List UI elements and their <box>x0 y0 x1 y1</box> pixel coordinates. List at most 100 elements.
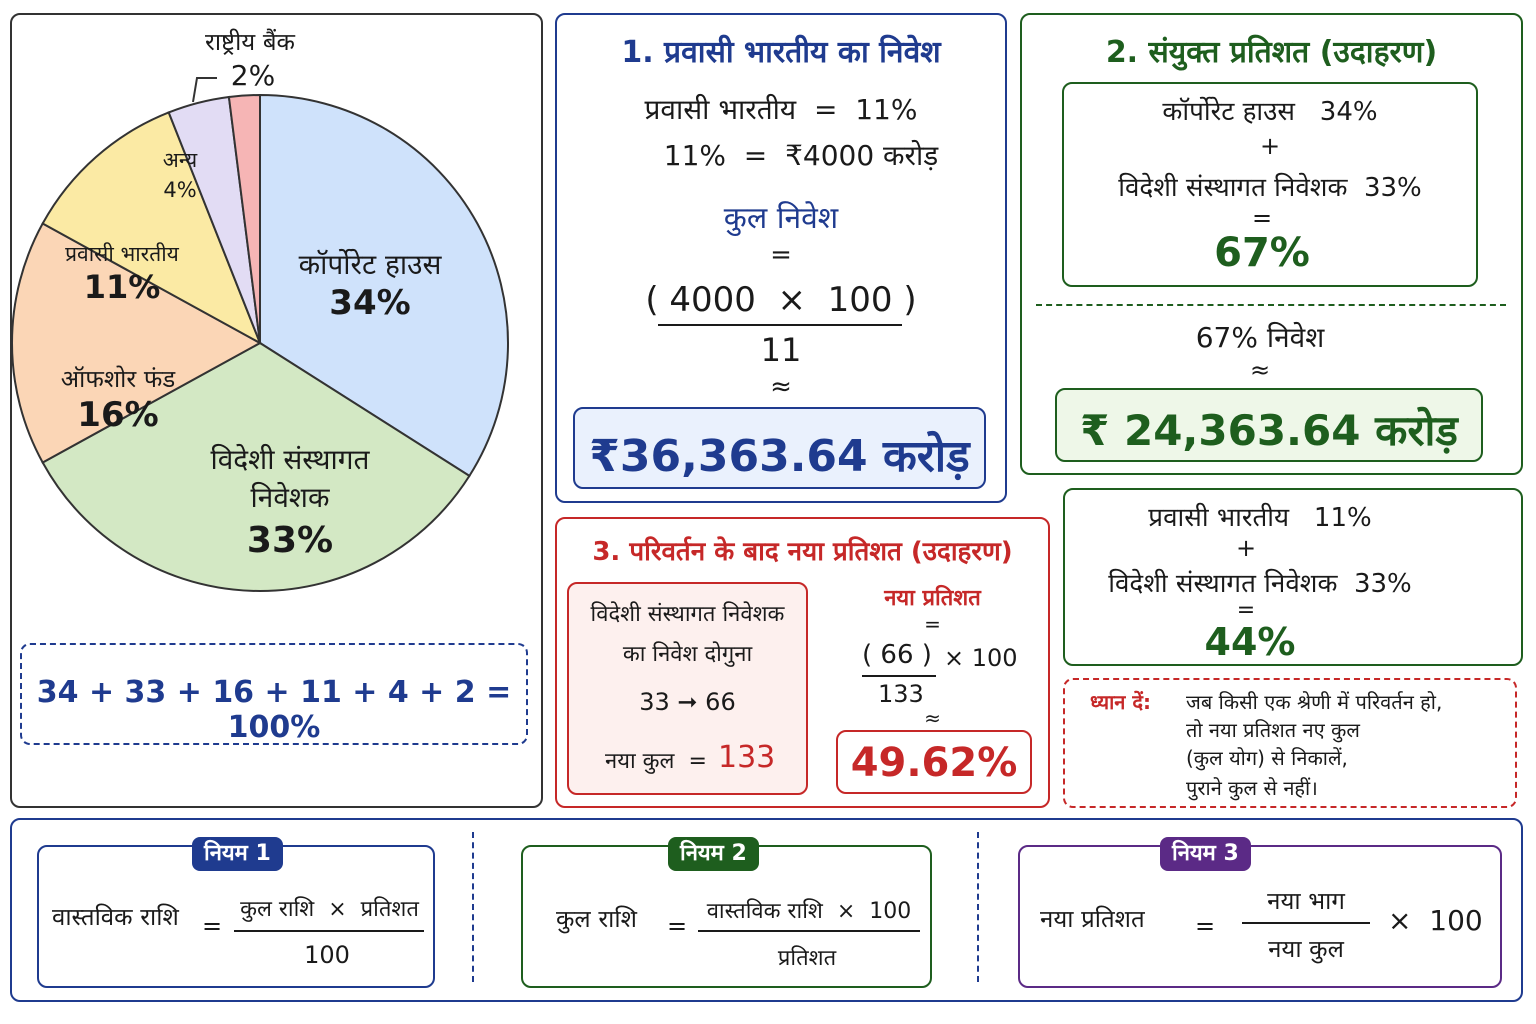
rules-divider-1 <box>472 832 474 982</box>
slice-label-fii: विदेशी संस्थागत निवेशक 33% <box>180 440 400 561</box>
slice-label-others: अन्य 4% <box>148 145 212 205</box>
rules-divider-2 <box>977 832 979 982</box>
box1-total-label: कुल निवेश <box>723 201 839 236</box>
box2-result-box: ₹ 24,363.64 करोड़ <box>1055 388 1483 462</box>
box1-line1: प्रवासी भारतीय = 11% <box>644 93 918 126</box>
box3-fraction-line <box>862 675 936 677</box>
box3-inner-line1: विदेशी संस्थागत निवेशक <box>590 602 785 627</box>
slice-value: 11% <box>83 268 161 306</box>
box2-item1: कॉर्पोरेट हाउस 34% <box>1162 97 1378 127</box>
box3-inner-line2: का निवेश दोगुना <box>622 642 753 667</box>
box2-sum: 67% <box>1214 230 1310 276</box>
slice-name: कॉर्पोरेट हाउस <box>298 248 442 281</box>
box2b-item1: प्रवासी भारतीय 11% <box>1148 503 1372 533</box>
box2-divider <box>1036 304 1506 306</box>
box3-change: 33 ➞ 66 <box>639 688 736 716</box>
pie-slice-2 <box>11 222 263 464</box>
slice-name: प्रवासी भारतीय <box>65 242 179 266</box>
box1-approx: ≈ <box>770 372 792 402</box>
rule3-lhs: नया प्रतिशत <box>1040 905 1145 933</box>
rule3-numerator: नया भाग <box>1267 887 1345 915</box>
slice-label-offshore: ऑफशोर फंड 16% <box>38 362 198 435</box>
slice-label-national-bank: राष्ट्रीय बैंक 2% <box>170 25 330 93</box>
rule2-numerator: वास्तविक राशि × 100 <box>706 899 912 924</box>
box3-new-pct-label: नया प्रतिशत <box>884 586 981 611</box>
box2-title: 2. संयुक्त प्रतिशत (उदाहरण) <box>1105 35 1438 70</box>
rule3-times: × 100 <box>1388 904 1483 937</box>
pie-slice-5 <box>227 93 261 344</box>
slice-name: अन्य <box>162 148 198 172</box>
box2-item2: विदेशी संस्थागत निवेशक 33% <box>1118 173 1422 203</box>
rule2-lhs: कुल राशि <box>556 905 637 933</box>
rule3-eq: = <box>1195 912 1216 940</box>
slice-value: 34% <box>329 283 411 323</box>
box3-title: 3. परिवर्तन के बाद नया प्रतिशत (उदाहरण) <box>592 537 1013 567</box>
slice-value: 2% <box>230 59 276 92</box>
box3-approx: ≈ <box>924 706 941 730</box>
pie-chart <box>11 93 509 592</box>
box3-result-box: 49.62% <box>836 730 1032 794</box>
box2b-plus: + <box>1235 534 1257 562</box>
rule1-numerator: कुल राशि × प्रतिशत <box>240 897 419 922</box>
rule1-fraction-line <box>234 930 424 932</box>
box2b-panel <box>1063 488 1523 666</box>
rule1-eq: = <box>202 912 223 940</box>
pie-slice-1 <box>41 341 471 592</box>
box2-inner-box <box>1062 82 1478 287</box>
rule2-eq: = <box>667 912 688 940</box>
slice-name: राष्ट्रीय बैंक <box>205 28 295 56</box>
slice-name: ऑफशोर फंड <box>60 365 176 393</box>
box3-times: × 100 <box>944 644 1018 672</box>
box2b-sum: 44% <box>1204 620 1296 664</box>
box2-result: ₹ 24,363.64 करोड़ <box>1080 406 1458 455</box>
sum-box: 34 + 33 + 16 + 11 + 4 + 2 = 100% <box>20 643 528 745</box>
box3-new-total-label: नया कुल = <box>605 749 707 774</box>
note-line3: (कुल योग) से निकालें, <box>1186 746 1348 770</box>
rule2-badge: नियम 2 <box>668 837 759 871</box>
note-line4: पुराने कुल से नहीं। <box>1186 776 1318 800</box>
box2-eq: = <box>1251 204 1273 232</box>
note-label: ध्यान दें: <box>1090 690 1151 714</box>
box3-result: 49.62% <box>850 740 1018 786</box>
rule3-denominator: नया कुल <box>1268 935 1344 963</box>
note-line1: जब किसी एक श्रेणी में परिवर्तन हो, <box>1186 690 1443 714</box>
box2-approx: ≈ <box>1249 356 1271 384</box>
box1-title: 1. प्रवासी भारतीय का निवेश <box>621 35 941 70</box>
note-line2: तो नया प्रतिशत नए कुल <box>1186 718 1360 742</box>
rule1-lhs: वास्तविक राशि <box>52 903 179 931</box>
box1-numerator: ( 4000 × 100 ) <box>645 280 917 320</box>
box3-inner-box <box>567 582 808 795</box>
rule3-box <box>1018 845 1502 988</box>
pie-slice-3 <box>41 111 262 346</box>
box1-eq: = <box>770 240 792 270</box>
box3-new-total-value: 133 <box>718 740 776 775</box>
box1-line2: 11% = ₹4000 करोड़ <box>663 139 939 172</box>
box1-result: ₹36,363.64 करोड़ <box>589 431 970 482</box>
rule1-denominator: 100 <box>304 941 350 969</box>
box2b-eq: = <box>1236 598 1256 623</box>
sum-text: 34 + 33 + 16 + 11 + 4 + 2 = 100% <box>36 675 512 745</box>
rule2-fraction-line <box>698 930 920 932</box>
box2-invest-label: 67% निवेश <box>1195 321 1325 354</box>
slice-name-line1: विदेशी संस्थागत <box>210 443 370 476</box>
box3-eq: = <box>924 612 941 636</box>
slice-value: 16% <box>77 395 159 435</box>
box2b-item2: विदेशी संस्थागत निवेशक 33% <box>1108 569 1412 599</box>
box1-denominator: 11 <box>760 331 802 369</box>
box2-plus: + <box>1259 132 1281 160</box>
rule3-badge: नियम 3 <box>1160 837 1251 871</box>
box3-numerator: ( 66 ) <box>862 640 932 670</box>
rule3-fraction-line <box>1242 922 1370 924</box>
box3-denominator: 133 <box>878 680 924 708</box>
box1-result-box: ₹36,363.64 करोड़ <box>573 407 986 489</box>
slice-label-nri: प्रवासी भारतीय 11% <box>42 240 202 306</box>
pie-slice-0 <box>259 93 509 478</box>
slice-name-line2: निवेशक <box>250 481 330 514</box>
rule1-badge: नियम 1 <box>192 837 283 871</box>
box1-fraction-line <box>658 324 902 326</box>
slice-value: 33% <box>246 520 334 561</box>
note-box <box>1063 678 1517 808</box>
slice-value: 4% <box>163 178 197 202</box>
rule2-denominator: प्रतिशत <box>777 946 837 971</box>
leader-line <box>192 77 217 103</box>
